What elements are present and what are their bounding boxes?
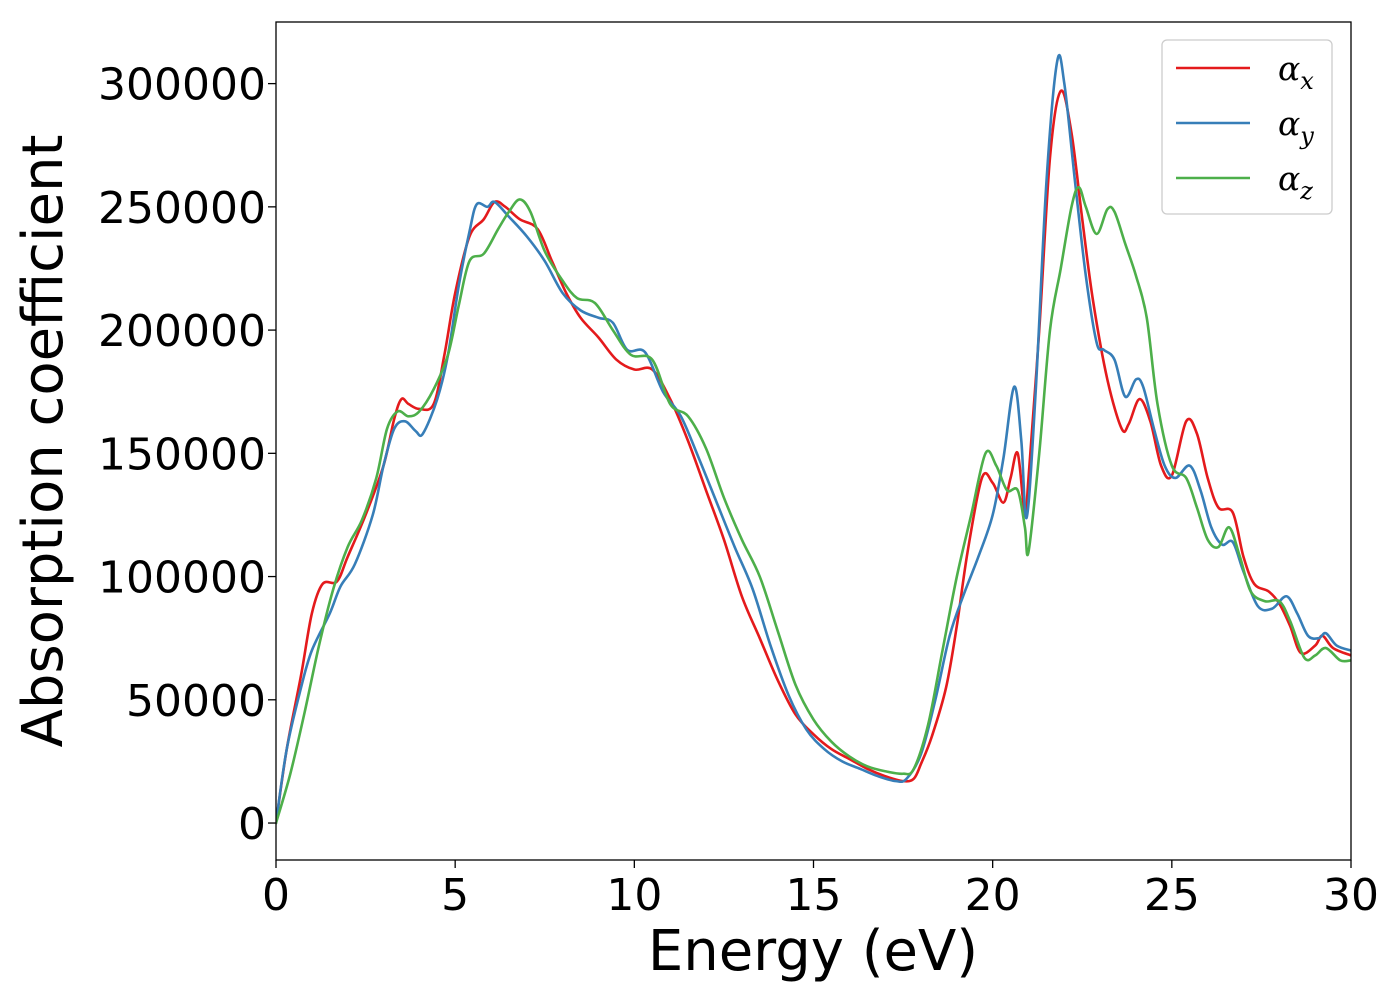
x-tick-label: 5 (441, 870, 469, 921)
y-tick-label: 0 (238, 799, 266, 850)
legend-box (1161, 39, 1333, 215)
x-axis: 0 5 10 15 20 25 30 (262, 860, 1379, 921)
legend-label-0: αx (1278, 49, 1314, 95)
x-tick-label: 20 (965, 870, 1021, 921)
x-tick-label: 10 (606, 870, 662, 921)
series-layer (276, 53, 1351, 825)
y-tick-label: 200000 (98, 306, 266, 357)
y-tick-label: 150000 (98, 429, 266, 480)
legend-label-1: αy (1278, 104, 1314, 150)
legend-label-2: αz (1278, 159, 1313, 205)
y-tick-label: 250000 (98, 183, 266, 234)
y-tick-label: 100000 (98, 553, 266, 604)
legend: αx αy αz (1161, 39, 1333, 215)
series-line-0 (276, 89, 1351, 825)
series-line-2 (276, 185, 1351, 825)
x-tick-label: 30 (1323, 870, 1379, 921)
y-axis-label: Absorption coefficient (11, 135, 76, 748)
x-axis-label: Energy (eV) (648, 919, 978, 984)
x-tick-label: 25 (1144, 870, 1200, 921)
y-axis: 0 50000 100000 150000 200000 250000 300000 (98, 60, 276, 850)
y-tick-label: 50000 (126, 676, 266, 727)
legend-entries: αx αy αz (1176, 49, 1314, 205)
x-tick-label: 0 (262, 870, 290, 921)
x-tick-label: 15 (786, 870, 842, 921)
y-tick-label: 300000 (98, 60, 266, 111)
